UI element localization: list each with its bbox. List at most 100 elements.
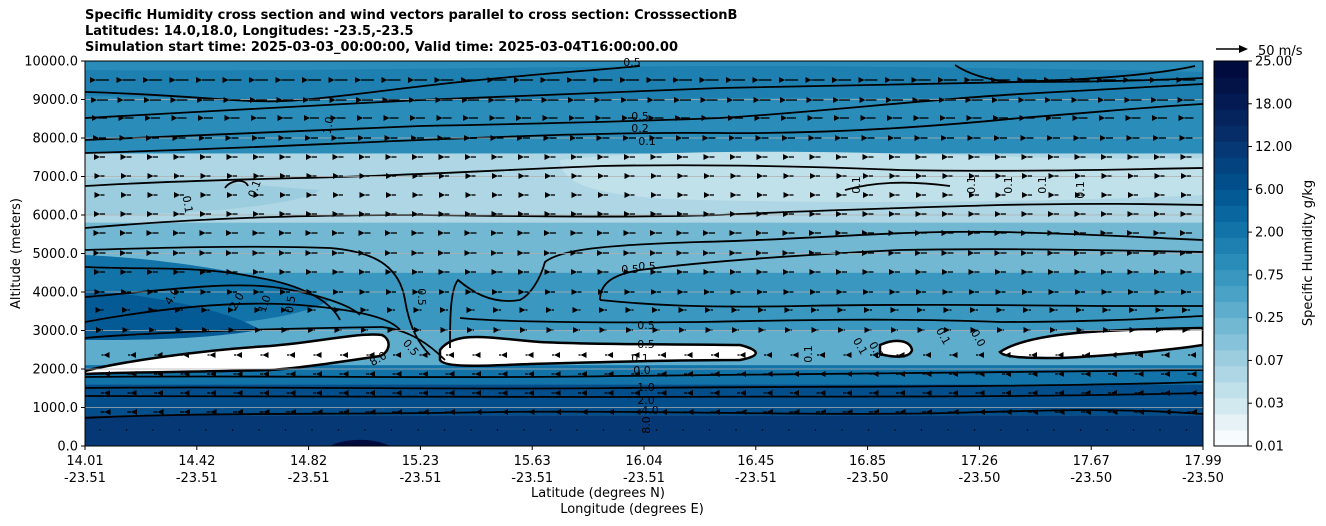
contour-line [85, 164, 1203, 187]
wind-vector [973, 429, 976, 431]
contour-label: 0.5 [638, 260, 656, 273]
contour-label: 1.0 [321, 116, 337, 135]
colorbar-segment [1214, 77, 1248, 94]
y-tick-label: 2000.0 [33, 363, 79, 378]
title-line-2: Latitudes: 14.0,18.0, Longitudes: -23.5,… [85, 24, 414, 39]
x-tick-label-latitude: 17.67 [1073, 454, 1110, 469]
humidity-layer [85, 384, 1203, 416]
x-tick-label-latitude: 15.23 [402, 454, 439, 469]
wind-vector-key-label: 50 m/s [1258, 44, 1303, 59]
x-tick-label-latitude: 16.04 [625, 454, 662, 469]
y-tick-label: 9000.0 [33, 93, 79, 108]
contour-line [85, 266, 341, 321]
colorbar-segment [1214, 333, 1248, 351]
contour-label: 8.0 [640, 416, 653, 434]
contour-label: 0.5 [637, 319, 655, 332]
contour-label: 0.1 [1002, 176, 1015, 194]
contour-label: 0.5 [637, 338, 655, 351]
wind-vector [549, 429, 552, 431]
wind-vector-key: 50 m/s [1216, 44, 1303, 59]
wind-vector [920, 429, 923, 431]
contour-label: 1.0 [637, 381, 655, 394]
contour-label: 0.1 [246, 178, 264, 199]
wind-vector [1106, 429, 1108, 431]
wind-vector [99, 429, 101, 431]
x-axis-label-longitude: Longitude (degrees E) [560, 502, 704, 517]
contour-line [85, 302, 401, 331]
x-tick-label-longitude: -23.51 [399, 471, 441, 486]
wind-vector [1185, 429, 1188, 431]
y-tick-label: 7000.0 [33, 170, 79, 185]
colorbar-segment [1214, 269, 1248, 287]
colorbar-segment [1214, 429, 1248, 447]
contour-label: 0.1 [1074, 181, 1087, 199]
contour-line [85, 392, 1203, 399]
wind-vector [390, 429, 393, 431]
colorbar-segment [1214, 125, 1248, 142]
x-tick-label-latitude: 14.01 [66, 454, 103, 469]
wind-vector [814, 429, 817, 431]
colorbar-tick-label: 18.00 [1255, 97, 1292, 112]
wind-vector [311, 429, 313, 431]
contour-line [85, 103, 1203, 154]
colorbar-tick-label: 0.01 [1255, 440, 1284, 455]
colorbar-segment [1214, 413, 1248, 431]
colorbar-segment [1214, 349, 1248, 367]
y-tick-label: 1000.0 [33, 401, 79, 416]
colorbar-segment [1214, 397, 1248, 415]
wind-vector [655, 429, 658, 431]
contour-label: 0.0 [633, 364, 651, 377]
colorbar-segment [1214, 237, 1248, 254]
y-tick-label: 0.0 [57, 440, 78, 455]
colorbar-segment [1214, 221, 1248, 238]
y-tick-label: 4000.0 [33, 286, 79, 301]
colorbar-segment [1214, 301, 1248, 319]
contour-line [224, 180, 249, 189]
x-tick-label-latitude: 15.63 [514, 454, 551, 469]
wind-vector [735, 429, 737, 431]
colorbar-segment [1214, 365, 1248, 383]
contour-line [85, 77, 1203, 119]
colorbar-segment [1214, 285, 1248, 303]
x-tick-label-longitude: -23.51 [735, 471, 777, 486]
humidity-patch [85, 290, 260, 340]
x-axis-label-latitude: Latitude (degrees N) [531, 486, 665, 501]
humidity-layer [85, 415, 1203, 446]
wind-vector [258, 429, 260, 431]
x-tick-label-longitude: -23.50 [1182, 471, 1224, 486]
colorbar-label: Specific Humidity g/kg [1301, 180, 1316, 326]
colorbar-segment [1214, 93, 1248, 110]
humidity-patch [330, 439, 390, 446]
contour-label: 0.2 [631, 122, 649, 135]
contour-label: 0.1 [180, 195, 196, 214]
colorbar-tick-label: 25.00 [1255, 55, 1292, 70]
colorbar-segment [1214, 253, 1248, 271]
y-axis: 0.0 1000.0 2000.0 3000.0 4000.0 5000.0 6000.0 7… [24, 55, 85, 455]
colorbar-segment [1214, 141, 1248, 158]
colorbar: 25.00 18.00 12.00 6.00 2.00 0.75 0.25 0.07 0.03 0… [1213, 55, 1292, 455]
wind-vector [496, 429, 499, 431]
contour-line [85, 65, 641, 103]
x-tick-label-latitude: 17.26 [961, 454, 998, 469]
contour-label: 0.5 [623, 56, 641, 69]
wind-vector [284, 429, 287, 431]
contour-label: 0.1 [850, 176, 863, 194]
wind-vector [894, 429, 896, 431]
colorbar-segment [1214, 109, 1248, 126]
wind-vector [1132, 429, 1135, 431]
wind-vector [788, 429, 790, 431]
wind-vector [231, 429, 234, 431]
wind-vectors [90, 77, 1197, 431]
colorbar-segment [1214, 173, 1248, 190]
wind-vector [1053, 429, 1055, 431]
contour-line [599, 299, 1203, 308]
colorbar-tick-label: 0.03 [1255, 397, 1284, 412]
contour-label: 0.1 [1036, 176, 1049, 194]
x-tick-label-longitude: -23.51 [288, 471, 330, 486]
contour-line [85, 381, 1203, 390]
x-tick-label-latitude: 14.42 [178, 454, 215, 469]
x-tick-label-latitude: 14.82 [290, 454, 327, 469]
contour-label: 0.1 [802, 345, 815, 363]
x-tick-label-longitude: -23.51 [64, 471, 106, 486]
